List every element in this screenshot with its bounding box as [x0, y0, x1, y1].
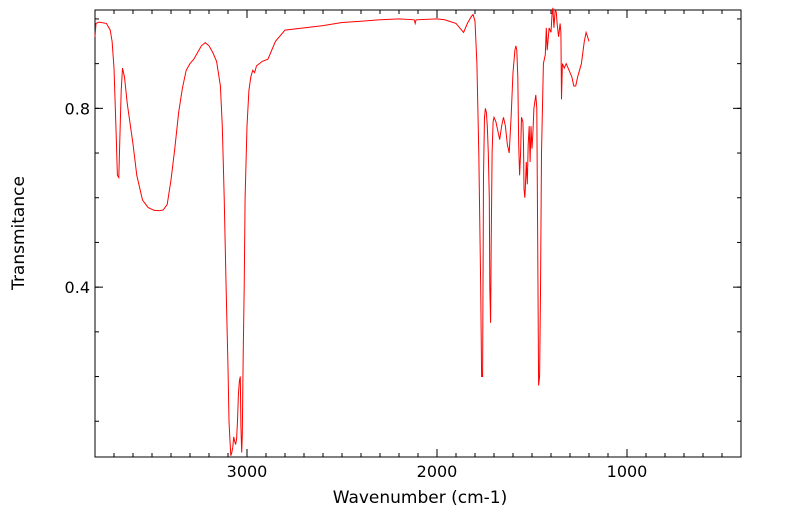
minor-tick-group: [95, 10, 741, 457]
major-tick-group: [95, 10, 741, 457]
x-tick-label: 1000: [607, 462, 648, 481]
y-axis-title: Transmitance: [9, 176, 29, 291]
tick-label-group: 3000 2000 1000 0.4 0.8: [65, 99, 648, 481]
x-axis-title: Wavenumber (cm-1): [333, 488, 508, 508]
plot-area-frame: [94, 9, 742, 458]
spectrum-line: [94, 7, 590, 456]
x-tick-label: 3000: [227, 462, 268, 481]
y-tick-label: 0.4: [65, 278, 90, 297]
y-tick-label: 0.8: [65, 99, 90, 118]
x-tick-label: 2000: [417, 462, 458, 481]
